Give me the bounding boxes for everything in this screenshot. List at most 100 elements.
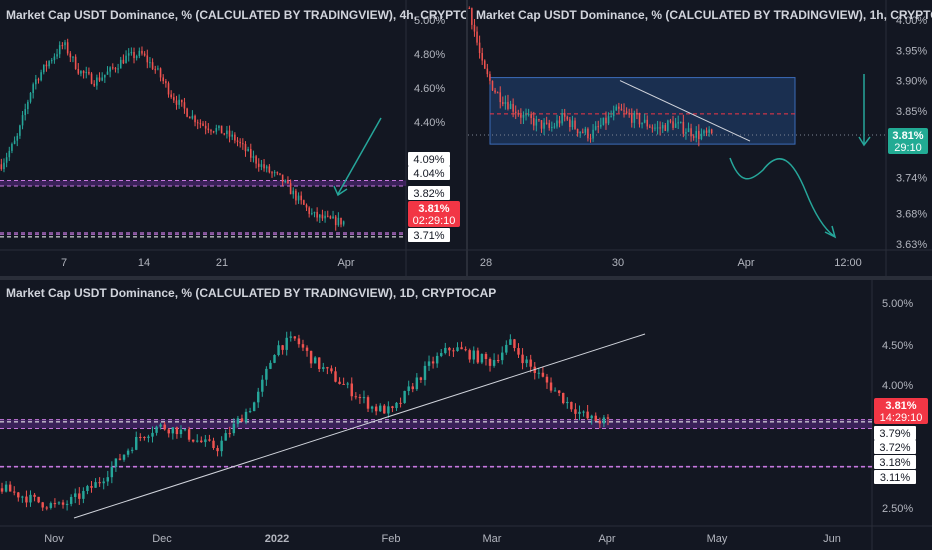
candle <box>313 211 316 214</box>
candle <box>175 427 179 435</box>
y-tick-label: 5.00% <box>414 15 445 27</box>
level-tag: 3.11% <box>880 472 911 484</box>
annotation-arrow-head <box>333 185 348 197</box>
x-tick-label: 30 <box>612 257 624 269</box>
y-tick-label: 4.00% <box>896 15 927 27</box>
candle <box>602 417 606 424</box>
candle <box>29 92 32 102</box>
candle <box>540 120 543 129</box>
candle <box>399 402 402 404</box>
candle <box>471 8 473 25</box>
candle <box>582 411 585 413</box>
candle <box>239 141 241 144</box>
candle <box>249 148 252 158</box>
candle <box>293 336 297 339</box>
candle <box>562 392 565 404</box>
candle <box>297 195 300 201</box>
candle <box>165 81 167 84</box>
candle <box>125 55 127 64</box>
candle <box>155 426 158 433</box>
candle <box>13 491 16 493</box>
candle <box>305 204 308 208</box>
candle <box>598 420 602 424</box>
pane-separator-vertical[interactable] <box>466 0 468 276</box>
candle <box>607 116 610 124</box>
candle <box>460 347 463 350</box>
candle <box>226 130 228 134</box>
candle <box>316 211 318 218</box>
candle <box>452 350 455 352</box>
candle <box>481 53 483 61</box>
candle <box>612 110 615 117</box>
candle <box>592 129 594 139</box>
candle <box>41 502 44 508</box>
candle <box>289 336 292 338</box>
support-zone-upper <box>0 180 406 186</box>
candle <box>240 418 244 422</box>
last-price-tag-countdown: 02:29:10 <box>413 215 456 227</box>
candle <box>545 376 549 383</box>
pane-separator-horizontal[interactable] <box>0 276 932 280</box>
x-tick-label: Apr <box>598 533 615 545</box>
candle <box>56 54 58 57</box>
candle <box>183 102 186 109</box>
y-tick-label: 4.50% <box>882 340 913 352</box>
candle <box>480 353 484 363</box>
candle <box>216 448 219 452</box>
y-tick-label: 4.80% <box>414 49 445 61</box>
candle <box>33 494 36 497</box>
level-tag-box <box>408 152 450 166</box>
candle <box>179 429 183 435</box>
last-price-tag-box <box>408 201 460 227</box>
last-price-tag-box <box>874 398 928 424</box>
candle <box>212 440 215 449</box>
candle <box>111 67 114 69</box>
candle <box>563 113 566 117</box>
candle <box>571 120 574 127</box>
candle <box>86 486 89 492</box>
candle <box>244 144 247 152</box>
candle <box>159 424 162 427</box>
candle <box>456 347 459 352</box>
candle <box>5 157 8 163</box>
candle <box>507 102 509 109</box>
candle <box>194 115 196 123</box>
candle <box>147 436 150 438</box>
chart-pane-4h[interactable]: Market Cap USDT Dominance, % (CALCULATED… <box>0 0 466 276</box>
candle <box>594 415 597 421</box>
candle <box>309 350 313 364</box>
candle <box>220 440 223 452</box>
chart-title-1d: Market Cap USDT Dominance, % (CALCULATED… <box>6 286 497 300</box>
candle <box>517 113 520 115</box>
candle <box>509 339 512 345</box>
candle <box>342 221 345 225</box>
candle <box>654 127 656 129</box>
candle <box>149 62 151 64</box>
candle <box>21 115 24 126</box>
candle <box>143 436 146 438</box>
candle <box>525 359 528 364</box>
candle <box>623 110 625 112</box>
candle <box>313 357 317 364</box>
candle <box>170 94 172 98</box>
candle <box>649 126 651 128</box>
candle <box>263 164 265 169</box>
candle <box>90 73 93 84</box>
y-tick-label: 3.63% <box>896 239 927 251</box>
chart-pane-1h[interactable]: Market Cap USDT Dominance, % (CALCULATED… <box>468 0 932 276</box>
candle <box>514 111 517 114</box>
candle <box>167 429 170 434</box>
candle <box>340 217 342 225</box>
candle <box>486 68 489 75</box>
candle <box>110 466 114 478</box>
x-tick-label: 2022 <box>265 533 289 545</box>
chart-pane-1d[interactable]: Market Cap USDT Dominance, % (CALCULATED… <box>0 280 932 550</box>
candle <box>37 79 40 81</box>
candle <box>618 106 620 109</box>
candle <box>82 70 85 74</box>
candle <box>509 103 512 109</box>
candle <box>281 345 284 350</box>
candle <box>74 56 77 69</box>
x-tick-label: Mar <box>483 533 502 545</box>
candle <box>620 108 623 111</box>
